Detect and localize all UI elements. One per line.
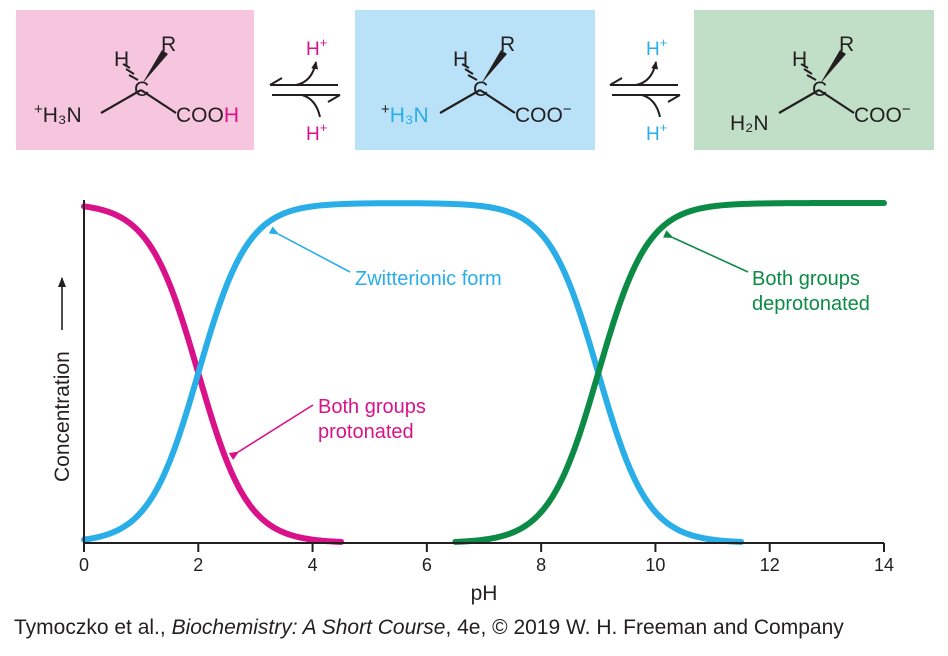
- x-tick-label: 12: [760, 555, 780, 575]
- hash-bond: [800, 63, 817, 81]
- atom-h: H: [114, 48, 129, 71]
- amine-charge: +: [34, 101, 43, 118]
- wedge-bond: [142, 50, 168, 84]
- series-line-deprotonated: [452, 200, 887, 545]
- acid-group: COO: [515, 104, 563, 127]
- equilibrium-arrow-1: H+ H+: [269, 35, 341, 145]
- svg-text:COO−: COO−: [515, 101, 572, 127]
- svg-text:H₂N: H₂N: [730, 112, 768, 135]
- annotation-pointer-protonated: [228, 404, 314, 460]
- atom-h: H: [453, 48, 468, 71]
- annotation-deprotonated: Both groups deprotonated: [752, 268, 870, 315]
- group-r: R: [500, 33, 515, 56]
- atom-c: C: [812, 78, 827, 101]
- svg-text:+H₃N: +H₃N: [34, 101, 82, 127]
- svg-text:H+: H+: [646, 35, 667, 60]
- x-tick-label: 10: [645, 555, 665, 575]
- proton-label: H: [646, 124, 660, 145]
- proton-charge: +: [660, 120, 668, 135]
- atom-c: C: [473, 78, 488, 101]
- svg-text:+H₃N: +H₃N: [381, 101, 429, 127]
- svg-text:H+: H+: [646, 120, 667, 145]
- x-tick-label: 6: [422, 555, 432, 575]
- proton-label: H: [306, 124, 320, 145]
- credit-publisher: , 4e, © 2019 W. H. Freeman and Company: [445, 616, 844, 639]
- acid-charge: −: [902, 101, 911, 118]
- amine-group: H₂N: [730, 112, 768, 135]
- wedge-bond: [481, 50, 507, 84]
- annotation-pointer-deprotonated: [663, 230, 749, 273]
- proton-label: H: [646, 39, 660, 60]
- form-zwitterion: H R C +H₃N COO−: [355, 10, 595, 150]
- acid-group: COO: [854, 104, 902, 127]
- proton-label: H: [306, 39, 320, 60]
- molecule-deprotonated: H R C H₂N COO−: [730, 33, 911, 135]
- svg-text:COO−: COO−: [854, 101, 911, 127]
- box-protonated: [16, 10, 254, 150]
- form-deprotonated: H R C H₂N COO−: [694, 10, 934, 150]
- svg-text:H+: H+: [306, 35, 327, 60]
- figure: H R C +H₃N COOH H R: [16, 10, 934, 605]
- amine-group: H₃N: [43, 104, 82, 127]
- x-tick-label: 14: [874, 555, 894, 575]
- y-axis-label: Concentration: [51, 351, 74, 482]
- series-line-protonated: [81, 203, 345, 545]
- group-r: R: [839, 33, 854, 56]
- proton-charge: +: [320, 35, 328, 50]
- svg-text:COOH: COOH: [176, 104, 239, 127]
- annotation-protonated: Both groups protonated: [318, 396, 426, 443]
- equilibrium-arrow-2: H+ H+: [609, 35, 681, 145]
- acid-group: COO: [176, 104, 224, 127]
- plot-series: [81, 200, 887, 545]
- hash-bond: [122, 63, 139, 81]
- credit-authors: Tymoczko et al.,: [14, 616, 172, 639]
- x-tick-label: 0: [79, 555, 89, 575]
- x-tick-label: 8: [536, 555, 546, 575]
- x-ticks: 0 2 4 6 8 10 12 14: [79, 543, 894, 575]
- annotation-pointer-zwitterion: [268, 226, 351, 273]
- proton-charge: +: [320, 120, 328, 135]
- hash-bond: [461, 63, 478, 81]
- amine-charge: +: [381, 101, 390, 118]
- wedge-bond: [820, 50, 846, 84]
- molecule-protonated: H R C +H₃N COOH: [34, 33, 239, 127]
- svg-text:H+: H+: [306, 120, 327, 145]
- equilibrium-scheme: H R C +H₃N COOH H R: [16, 10, 934, 150]
- x-tick-label: 4: [308, 555, 318, 575]
- credit-book-title: Biochemistry: A Short Course: [171, 616, 446, 639]
- x-tick-label: 2: [193, 555, 203, 575]
- atom-h: H: [792, 48, 807, 71]
- titration-chart: 0 2 4 6 8 10 12 14 pH Concentration Zwitterioni…: [51, 200, 894, 605]
- y-axis-title: Concentration: [51, 277, 74, 482]
- molecule-zwitterion: H R C +H₃N COO−: [381, 33, 572, 127]
- acid-proton: H: [224, 104, 239, 127]
- group-r: R: [161, 33, 176, 56]
- annotations: Zwitterionic form Both groups deprotonated…: [228, 226, 870, 460]
- proton-charge: +: [660, 35, 668, 50]
- series-line-zwitterion: [81, 200, 745, 545]
- amine-group: H₃N: [390, 104, 429, 127]
- annotation-zwitterion: Zwitterionic form: [355, 268, 502, 290]
- x-axis-label: pH: [471, 582, 498, 605]
- atom-c: C: [134, 78, 149, 101]
- form-protonated: H R C +H₃N COOH: [16, 10, 254, 150]
- figure-credit: Tymoczko et al., Biochemistry: A Short C…: [14, 616, 844, 640]
- acid-charge: −: [563, 101, 572, 118]
